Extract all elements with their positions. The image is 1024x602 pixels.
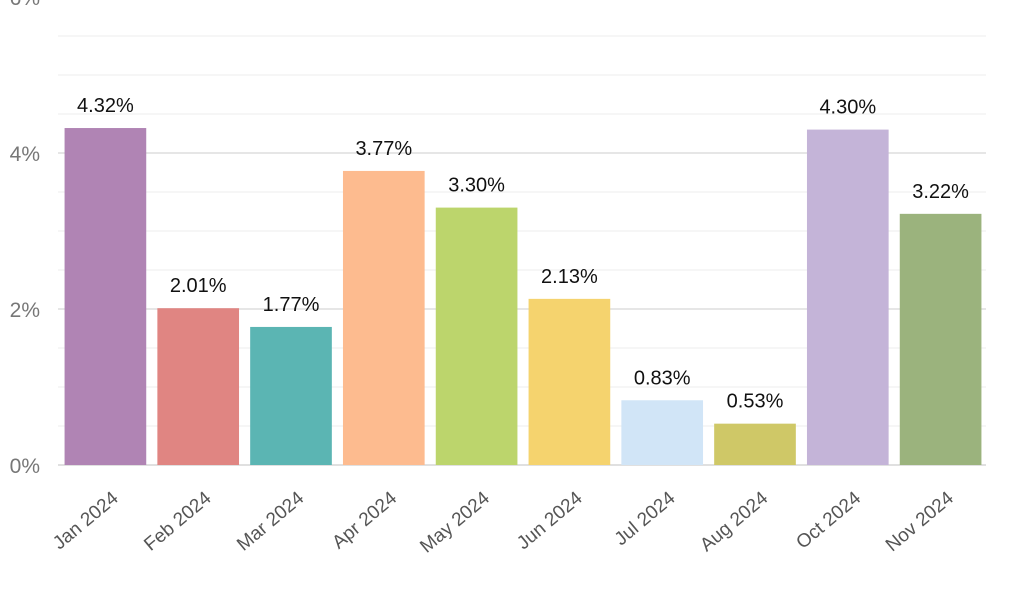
bar xyxy=(899,213,982,465)
bar xyxy=(157,308,240,465)
x-tick-label: Apr 2024 xyxy=(328,487,401,553)
data-label: 2.01% xyxy=(170,275,227,297)
data-label: 4.32% xyxy=(77,95,134,117)
bar xyxy=(714,423,796,465)
x-tick-label: Jul 2024 xyxy=(611,487,680,550)
bar xyxy=(64,128,147,466)
y-tick-label: 0% xyxy=(10,455,40,478)
x-tick-label: Jan 2024 xyxy=(49,487,123,554)
data-label: 3.77% xyxy=(355,138,412,160)
bar xyxy=(342,170,425,465)
bar xyxy=(250,326,332,465)
data-label: 1.77% xyxy=(263,294,320,316)
x-tick-label: Nov 2024 xyxy=(882,487,958,556)
y-tick-label: 2% xyxy=(10,299,40,322)
x-tick-label: Jun 2024 xyxy=(513,487,587,554)
data-label: 4.30% xyxy=(819,97,876,119)
data-label: 0.83% xyxy=(634,367,691,389)
y-tick-label: 4% xyxy=(10,143,40,166)
bar xyxy=(528,298,611,465)
data-label: 3.30% xyxy=(448,175,505,197)
x-tick-label: Mar 2024 xyxy=(233,487,308,555)
x-tick-label: Feb 2024 xyxy=(140,487,215,555)
bar xyxy=(435,207,518,465)
data-label: 3.22% xyxy=(912,181,969,203)
y-tick-label: 6% xyxy=(10,0,40,10)
x-tick-label: Oct 2024 xyxy=(792,487,865,553)
data-label: 0.53% xyxy=(727,391,784,413)
x-tick-label: Aug 2024 xyxy=(696,487,772,556)
bar xyxy=(621,400,704,465)
x-tick-label: May 2024 xyxy=(416,487,494,557)
bar xyxy=(806,129,889,465)
data-label: 2.13% xyxy=(541,266,598,288)
